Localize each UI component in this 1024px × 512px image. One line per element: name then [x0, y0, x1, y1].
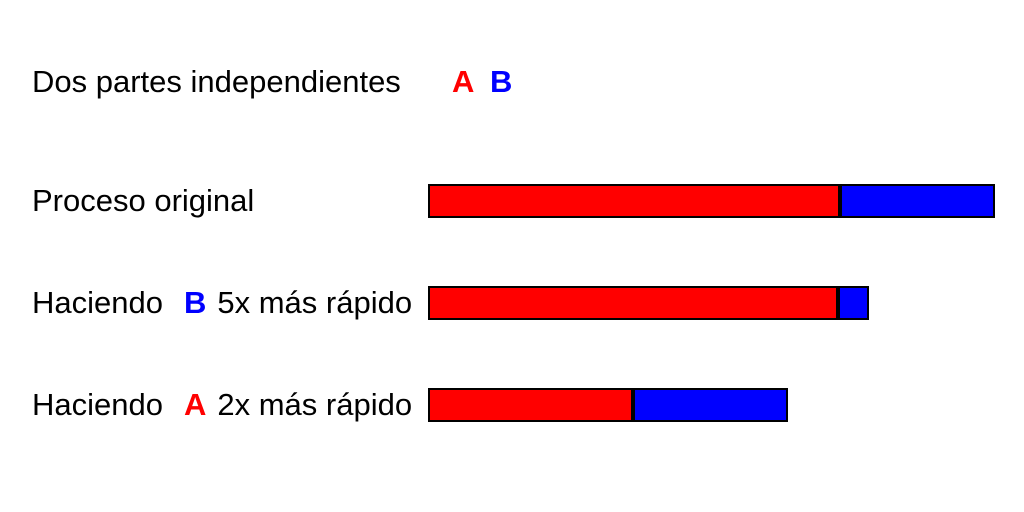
row-label-text: Haciendo	[32, 285, 163, 320]
row-label-text: Haciendo	[32, 387, 163, 422]
bar-haciendo-b-5x	[428, 286, 869, 320]
legend-row: Dos partes independientes A B	[0, 64, 1024, 100]
bar-segment-a	[428, 388, 633, 422]
bar-segment-a	[428, 286, 838, 320]
row-label-haciendo-b-5x: Haciendo B 5x más rápido	[32, 285, 413, 320]
row-haciendo-a-2x: Haciendo A 2x más rápido	[0, 387, 1024, 422]
bar-haciendo-a-2x	[428, 388, 788, 422]
legend-title: Dos partes independientes	[32, 64, 401, 99]
row-label-letter-b: B	[183, 285, 207, 320]
row-label-haciendo-a-2x: Haciendo A 2x más rápido	[32, 387, 413, 422]
row-label-suffix: 5x más rápido	[217, 285, 413, 320]
row-label-suffix: 2x más rápido	[217, 387, 413, 422]
row-label-proceso-original: Proceso original	[32, 183, 255, 218]
bar-segment-b	[840, 184, 995, 218]
part-b-legend-label: B	[490, 64, 513, 99]
part-a-legend-label: A	[452, 64, 475, 99]
row-label-letter-a: A	[183, 387, 207, 422]
bar-segment-b	[838, 286, 869, 320]
bar-segment-a	[428, 184, 840, 218]
bar-proceso-original	[428, 184, 995, 218]
bar-segment-b	[633, 388, 788, 422]
row-haciendo-b-5x: Haciendo B 5x más rápido	[0, 285, 1024, 320]
row-proceso-original: Proceso original	[0, 183, 1024, 218]
row-label-text: Proceso original	[32, 183, 255, 218]
